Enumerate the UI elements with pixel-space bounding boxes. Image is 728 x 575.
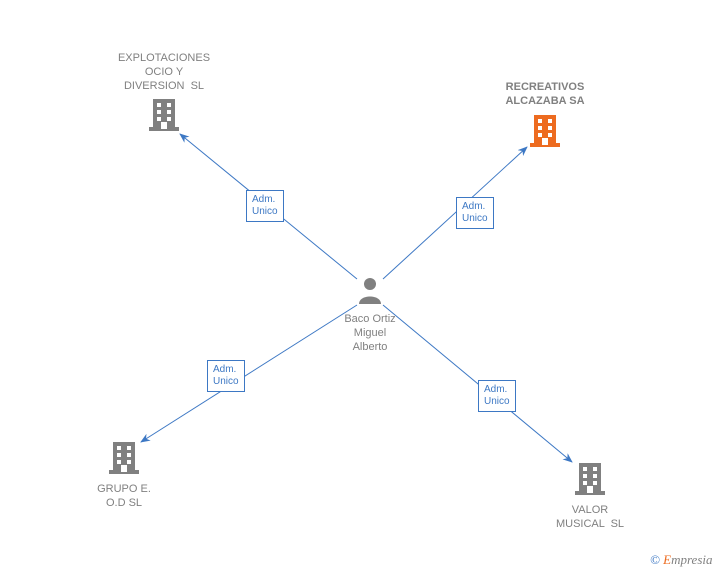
person-node: Baco Ortiz Miguel Alberto bbox=[300, 276, 440, 354]
edge-label: Adm. Unico bbox=[246, 190, 284, 222]
watermark: © Empresia bbox=[650, 552, 713, 568]
node-label: EXPLOTACIONES OCIO Y DIVERSION SL bbox=[94, 52, 234, 93]
node-label: GRUPO E. O.D SL bbox=[54, 483, 194, 511]
node-label: RECREATIVOS ALCAZABA SA bbox=[475, 81, 615, 109]
node-label: Baco Ortiz Miguel Alberto bbox=[300, 313, 440, 354]
company-node: VALOR MUSICAL SL bbox=[520, 461, 660, 532]
edge-line bbox=[383, 147, 527, 279]
company-node: RECREATIVOS ALCAZABA SA bbox=[475, 81, 615, 152]
company-node: GRUPO E. O.D SL bbox=[54, 440, 194, 511]
building-icon bbox=[149, 97, 179, 136]
building-icon bbox=[109, 440, 139, 479]
copyright-symbol: © bbox=[650, 552, 660, 567]
edge-label: Adm. Unico bbox=[478, 380, 516, 412]
building-icon bbox=[530, 113, 560, 152]
watermark-text: Empresia bbox=[663, 552, 712, 567]
node-label: VALOR MUSICAL SL bbox=[520, 504, 660, 532]
edge-label: Adm. Unico bbox=[207, 360, 245, 392]
building-icon bbox=[575, 461, 605, 500]
person-icon bbox=[357, 276, 383, 309]
edge-label: Adm. Unico bbox=[456, 197, 494, 229]
company-node: EXPLOTACIONES OCIO Y DIVERSION SL bbox=[94, 52, 234, 136]
